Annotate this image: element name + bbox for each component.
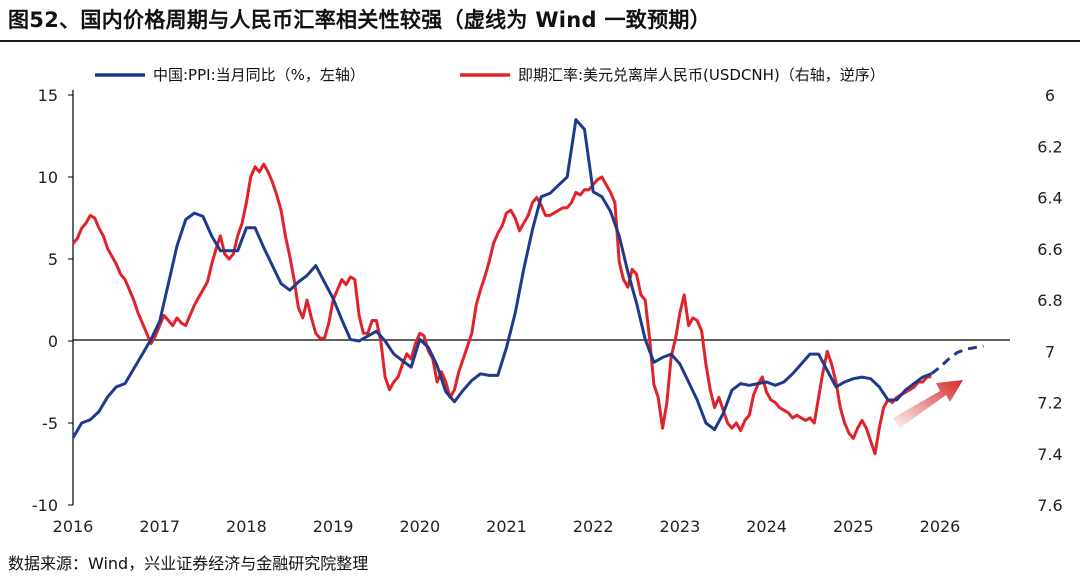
- right-tick-label: 7.4: [1037, 445, 1062, 464]
- right-tick-label: 7.2: [1037, 394, 1062, 413]
- source-note: 数据来源：Wind，兴业证券经济与金融研究院整理: [8, 554, 369, 573]
- trend-arrow-icon: [893, 380, 963, 428]
- x-tick-label: 2019: [313, 517, 354, 536]
- x-tick-label: 2018: [226, 517, 267, 536]
- left-axis-ticks: 15 10 5 0 -5 -10: [32, 86, 73, 515]
- x-tick-label: 2024: [746, 517, 787, 536]
- x-tick-label: 2020: [399, 517, 440, 536]
- x-tick-label: 2025: [833, 517, 874, 536]
- series-line-usdcnh: [71, 162, 932, 456]
- left-tick-label: -5: [42, 414, 58, 433]
- right-tick-label: 6.2: [1037, 137, 1062, 156]
- x-tick-label: 2017: [139, 517, 180, 536]
- right-axis-ticks: 6 6.2 6.4 6.6 6.8 7 7.2 7.4 7.6: [1037, 86, 1062, 515]
- x-tick-label: 2016: [53, 517, 94, 536]
- left-tick-label: 10: [38, 168, 58, 187]
- right-tick-label: 6.8: [1037, 291, 1062, 310]
- x-tick-label: 2023: [660, 517, 701, 536]
- legend-label-ppi: 中国:PPI:当月同比（%，左轴）: [153, 66, 365, 84]
- chart-title: 图52、国内价格周期与人民币汇率相关性较强（虚线为 Wind 一致预期）: [8, 8, 711, 32]
- legend-label-fx: 即期汇率:美元兑离岸人民币(USDCNH)（右轴，逆序）: [518, 66, 885, 84]
- x-tick-label: 2021: [486, 517, 527, 536]
- left-tick-label: 0: [48, 332, 58, 351]
- right-tick-label: 6.6: [1037, 240, 1062, 259]
- right-tick-label: 7: [1045, 342, 1055, 361]
- left-tick-label: 15: [38, 86, 58, 105]
- right-tick-label: 7.6: [1037, 496, 1062, 515]
- title-rule: [0, 40, 1080, 42]
- x-tick-label: 2022: [573, 517, 614, 536]
- series-line-ppi: [71, 118, 932, 439]
- right-tick-label: 6.4: [1037, 189, 1062, 208]
- legend: 中国:PPI:当月同比（%，左轴） 即期汇率:美元兑离岸人民币(USDCNH)（…: [95, 66, 885, 84]
- series-layer: [71, 118, 984, 456]
- x-tick-label: 2026: [920, 517, 961, 536]
- series-line-ppi-forecast: [930, 344, 984, 375]
- left-tick-label: 5: [48, 250, 58, 269]
- grid-layer: [72, 90, 1010, 505]
- x-axis-ticks: 2016 2017 2018 2019 2020 2021 2022 2023 2024 2025…: [53, 517, 961, 536]
- right-tick-label: 6: [1045, 86, 1055, 105]
- left-tick-label: -10: [32, 496, 58, 515]
